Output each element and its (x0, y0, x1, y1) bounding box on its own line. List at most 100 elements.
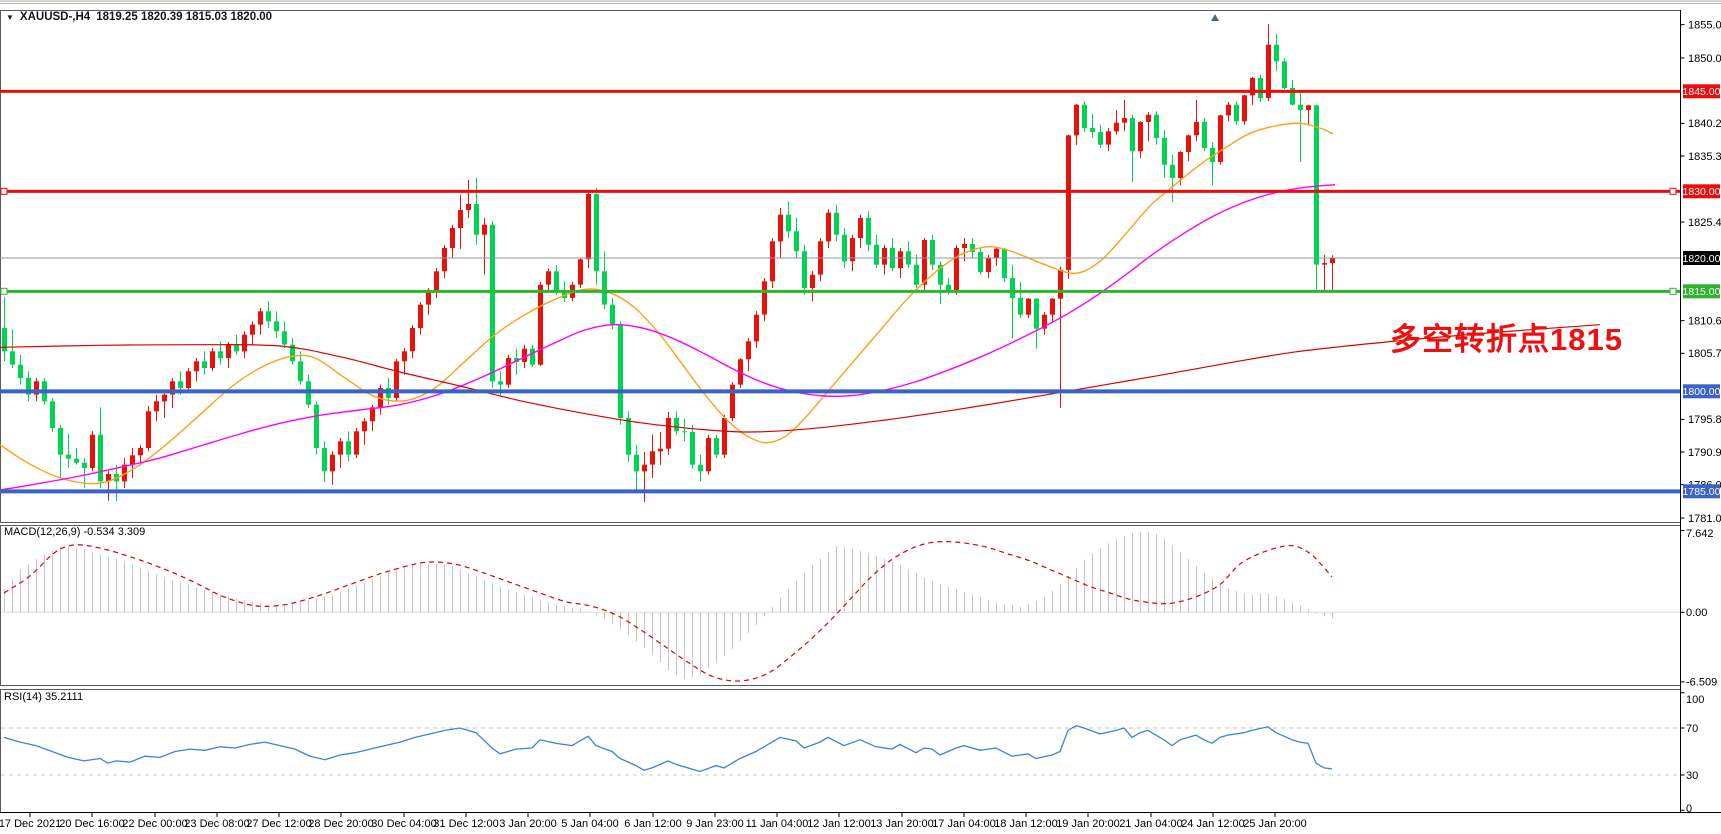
candle-body (522, 349, 527, 362)
chart-shift-marker[interactable] (1211, 14, 1219, 21)
candle-body (1050, 299, 1055, 315)
price-tick-label: 1790.90 (1688, 447, 1721, 459)
candle-body (546, 271, 551, 284)
candle-body (1018, 298, 1023, 315)
price-badge-label: 1830.00 (1683, 186, 1721, 198)
candle-body (90, 435, 95, 468)
rsi-scale-label: 70 (1686, 723, 1698, 735)
candle-body (1178, 152, 1183, 178)
candle-body (538, 285, 543, 365)
candle-body (426, 291, 431, 304)
date-label: 20 Dec 16:00 (59, 818, 124, 830)
candle-body (762, 281, 767, 314)
candle-body (1186, 135, 1191, 152)
date-label: 28 Dec 20:00 (308, 818, 373, 830)
price-tick-label: 1805.70 (1688, 348, 1721, 360)
candle-body (1010, 278, 1015, 298)
candle-body (1114, 123, 1119, 132)
candle-body (722, 418, 727, 455)
candle-body (250, 325, 255, 335)
panel-frames (0, 11, 1721, 813)
date-label: 25 Jan 20:00 (1243, 818, 1307, 830)
rsi-label: RSI(14) 35.2111 (4, 691, 83, 703)
rsi-line (4, 726, 1332, 772)
candle-body (66, 455, 71, 459)
date-label: 13 Jan 20:00 (870, 818, 934, 830)
candle-body (458, 210, 463, 228)
candle-body (714, 438, 719, 455)
candle-body (50, 401, 55, 428)
candle-body (1074, 105, 1079, 136)
candle-body (330, 455, 335, 472)
candle-body (1330, 258, 1335, 263)
candle-body (410, 328, 415, 351)
candle-body (962, 244, 967, 248)
price-badge-label: 1785.00 (1683, 486, 1721, 498)
candle-body (314, 405, 319, 448)
candle-body (1098, 132, 1103, 145)
date-label: 21 Jan 04:00 (1119, 818, 1183, 830)
date-label: 30 Dec 04:00 (371, 818, 436, 830)
candle-body (338, 441, 343, 454)
candle-body (1162, 138, 1167, 165)
candle-body (218, 351, 223, 358)
date-label: 18 Jan 12:00 (994, 818, 1058, 830)
candlestick-series[interactable] (2, 24, 1335, 502)
candle-body (354, 431, 359, 454)
hline-anchor[interactable] (1, 188, 7, 194)
date-label: 17 Dec 2021 (0, 818, 61, 830)
candle-body (490, 225, 495, 382)
date-label: 11 Jan 04:00 (746, 818, 809, 830)
ma-slow-line (0, 325, 1600, 432)
candle-body (202, 361, 207, 368)
rsi-scale-label: 100 (1686, 694, 1704, 706)
candle-body (834, 213, 839, 235)
hline-anchor[interactable] (1, 288, 7, 294)
candle-body (482, 225, 487, 235)
candle-body (1146, 115, 1151, 122)
candle-body (74, 459, 79, 463)
macd-label: MACD(12,26,9) -0.534 3.309 (4, 526, 145, 538)
candle-body (986, 258, 991, 272)
candle-body (1026, 299, 1031, 315)
candle-body (642, 465, 647, 472)
candle-body (1082, 105, 1087, 128)
candle-body (274, 321, 279, 331)
candle-body (914, 265, 919, 285)
date-label: 23 Dec 08:00 (184, 818, 249, 830)
candle-body (10, 351, 15, 364)
macd-scale-label: 0.00 (1686, 607, 1707, 619)
hline-anchor[interactable] (1670, 188, 1676, 194)
candle-body (370, 407, 375, 421)
candle-body (450, 228, 455, 248)
price-tick-label: 1825.40 (1688, 217, 1721, 229)
price-tick-label: 1795.80 (1688, 414, 1721, 426)
price-badge-label: 1815.00 (1683, 286, 1721, 298)
chevron-down-icon[interactable]: ▼ (6, 13, 14, 22)
price-tick-label: 1840.20 (1688, 118, 1721, 130)
symbol-timeframe: XAUUSD-,H4 (20, 11, 90, 23)
candle-body (242, 335, 247, 352)
candle-body (154, 401, 159, 411)
price-badge-label: 1820.00 (1683, 253, 1721, 265)
candle-body (346, 441, 351, 454)
candle-body (594, 194, 599, 271)
price-tick-label: 1781.00 (1688, 513, 1721, 525)
candle-body (1130, 118, 1135, 151)
candle-body (1218, 115, 1223, 162)
macd-histogram (5, 532, 1333, 679)
date-label: 9 Jan 23:00 (686, 818, 744, 830)
hline-anchor[interactable] (1670, 288, 1676, 294)
date-label: 22 Dec 00:00 (122, 818, 187, 830)
candle-body (706, 438, 711, 471)
rsi-scale-label: 30 (1686, 770, 1698, 782)
candle-body (282, 331, 287, 344)
candle-body (770, 241, 775, 281)
price-tick-label: 1835.30 (1688, 151, 1721, 163)
annotation-text[interactable]: 多空转折点1815 (1390, 314, 1623, 359)
candle-body (682, 431, 687, 432)
candle-body (690, 432, 695, 465)
